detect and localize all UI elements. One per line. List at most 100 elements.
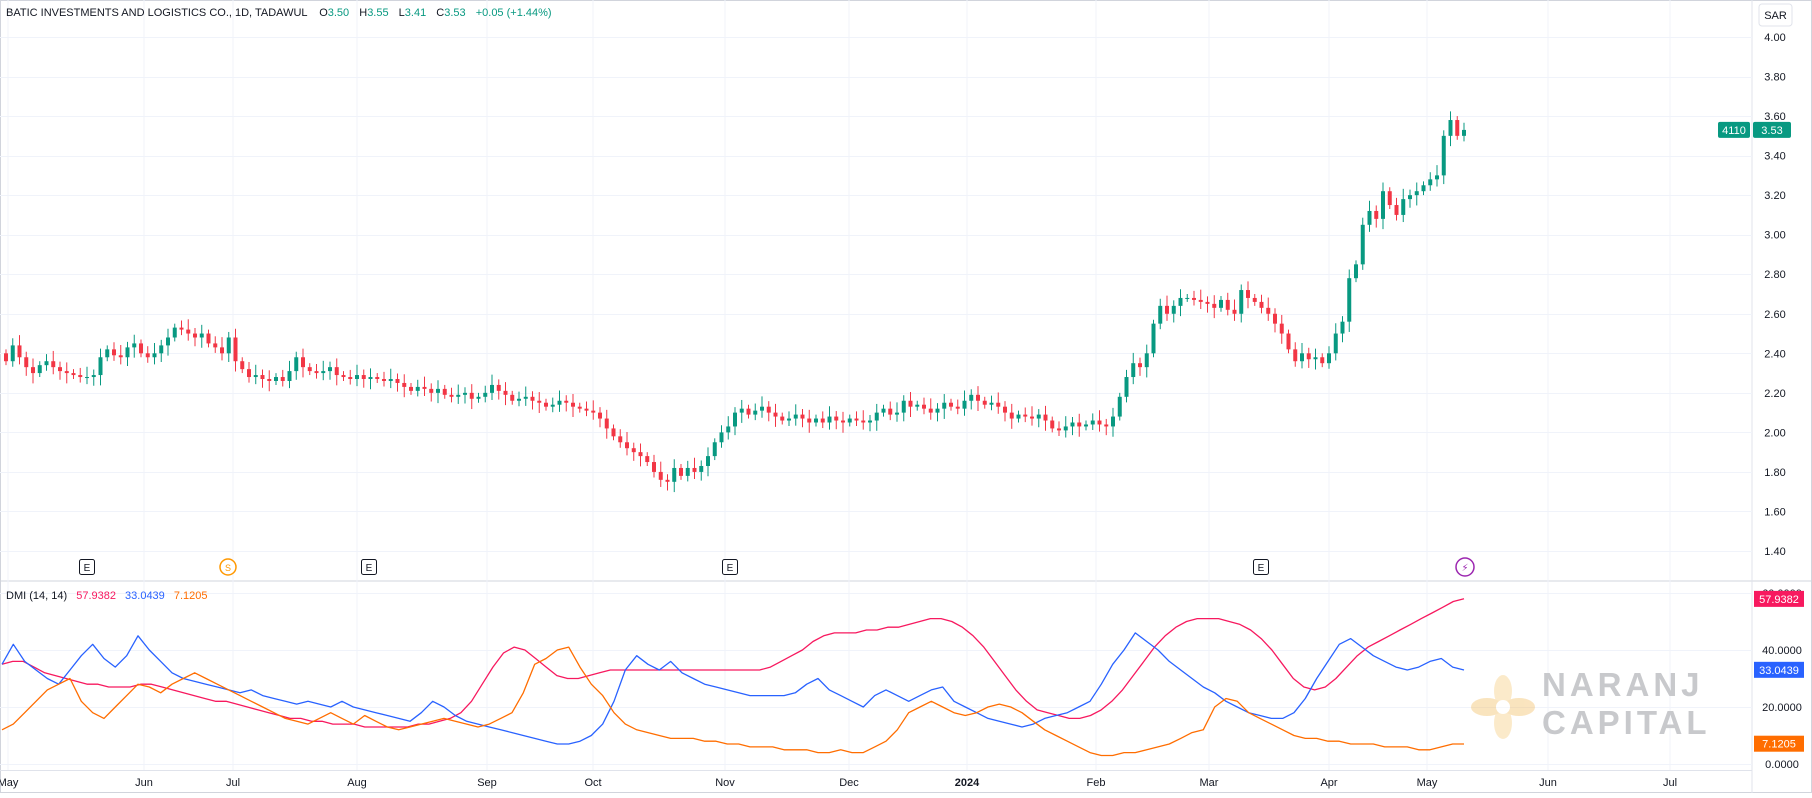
candle[interactable] [226, 331, 231, 363]
candle[interactable] [314, 363, 319, 379]
candle[interactable] [51, 350, 56, 375]
candle[interactable] [132, 334, 137, 358]
candle[interactable] [1131, 352, 1136, 385]
candle[interactable] [787, 411, 791, 427]
candle[interactable] [881, 404, 886, 417]
candle[interactable] [699, 460, 704, 481]
split-marker[interactable]: S [219, 558, 237, 576]
candle[interactable] [598, 407, 602, 428]
candle[interactable] [577, 402, 582, 413]
candle[interactable] [1246, 281, 1250, 309]
candle[interactable] [1009, 403, 1014, 429]
candle[interactable] [152, 343, 157, 365]
candle[interactable] [368, 368, 373, 390]
candle[interactable] [179, 320, 184, 336]
candle[interactable] [955, 399, 960, 415]
symbol-title[interactable]: BATIC INVESTMENTS AND LOGISTICS CO., 1D,… [6, 7, 307, 19]
candle[interactable] [517, 391, 521, 407]
candle[interactable] [685, 460, 690, 482]
candle[interactable] [962, 390, 967, 416]
candle[interactable] [1441, 130, 1446, 185]
candle[interactable] [631, 442, 636, 461]
candle[interactable] [1347, 269, 1352, 332]
candle[interactable] [550, 397, 555, 413]
candle[interactable] [274, 373, 278, 385]
candle[interactable] [1016, 410, 1021, 423]
candle[interactable] [1124, 369, 1129, 403]
candle[interactable] [301, 348, 305, 378]
candle[interactable] [652, 454, 656, 478]
candle[interactable] [733, 407, 737, 436]
candle[interactable] [145, 346, 150, 363]
candle[interactable] [463, 387, 467, 404]
candle[interactable] [544, 398, 548, 411]
candle[interactable] [1435, 165, 1439, 187]
candle[interactable] [901, 395, 906, 422]
candle[interactable] [1320, 353, 1325, 368]
candle[interactable] [1381, 182, 1385, 230]
candle[interactable] [4, 349, 8, 366]
candle[interactable] [199, 324, 204, 348]
candle[interactable] [240, 357, 245, 374]
candle[interactable] [1408, 189, 1412, 208]
candle[interactable] [766, 401, 771, 422]
candle[interactable] [1057, 421, 1061, 436]
candle[interactable] [928, 398, 933, 420]
candle[interactable] [206, 329, 211, 348]
candle[interactable] [1077, 413, 1082, 437]
candle[interactable] [402, 374, 407, 398]
candle[interactable] [307, 363, 312, 376]
candle[interactable] [854, 411, 859, 427]
candle[interactable] [780, 412, 785, 425]
candle[interactable] [118, 345, 123, 365]
candle[interactable] [172, 323, 177, 342]
earnings-marker[interactable]: E [361, 559, 377, 575]
candle[interactable] [361, 369, 366, 388]
candle[interactable] [841, 411, 845, 433]
candle[interactable] [719, 425, 724, 448]
candle[interactable] [1421, 181, 1426, 196]
candle[interactable] [1401, 188, 1406, 223]
candle[interactable] [483, 385, 488, 403]
candle[interactable] [1212, 295, 1217, 319]
candle[interactable] [58, 361, 62, 380]
candle[interactable] [726, 416, 731, 440]
candle[interactable] [922, 397, 926, 415]
dmi-lines[interactable] [1, 598, 1465, 757]
candle[interactable] [523, 386, 528, 406]
candle[interactable] [1205, 296, 1210, 313]
candle[interactable] [294, 351, 299, 380]
candle[interactable] [1036, 409, 1041, 428]
candle[interactable] [1158, 298, 1163, 330]
dmi-legend[interactable]: DMI (14, 14) 57.9382 33.0439 7.1205 [6, 590, 208, 602]
candle[interactable] [1394, 197, 1399, 221]
candle[interactable] [159, 339, 164, 363]
candle[interactable] [1333, 323, 1338, 361]
candle[interactable] [64, 362, 69, 384]
candle[interactable] [1084, 420, 1088, 431]
candle[interactable] [760, 396, 764, 418]
candle[interactable] [1259, 294, 1264, 314]
candle[interactable] [1414, 182, 1419, 206]
candle[interactable] [1225, 292, 1230, 316]
candle[interactable] [1462, 122, 1466, 142]
candle[interactable] [503, 382, 508, 406]
candle[interactable] [1165, 295, 1169, 321]
candle[interactable] [321, 360, 326, 381]
candle[interactable] [942, 394, 947, 419]
candle[interactable] [341, 371, 346, 381]
candle[interactable] [537, 392, 542, 414]
candle[interactable] [753, 403, 758, 421]
candle[interactable] [645, 452, 650, 466]
candle[interactable] [814, 414, 818, 427]
currency-button[interactable]: SAR [1758, 3, 1793, 27]
candle[interactable] [868, 414, 872, 432]
candle[interactable] [395, 373, 400, 392]
candle[interactable] [139, 339, 143, 358]
candle[interactable] [530, 391, 535, 410]
candle[interactable] [1279, 314, 1284, 344]
candle[interactable] [672, 459, 677, 493]
candle[interactable] [1070, 416, 1075, 436]
candle[interactable] [692, 457, 697, 480]
candle[interactable] [1171, 300, 1176, 323]
